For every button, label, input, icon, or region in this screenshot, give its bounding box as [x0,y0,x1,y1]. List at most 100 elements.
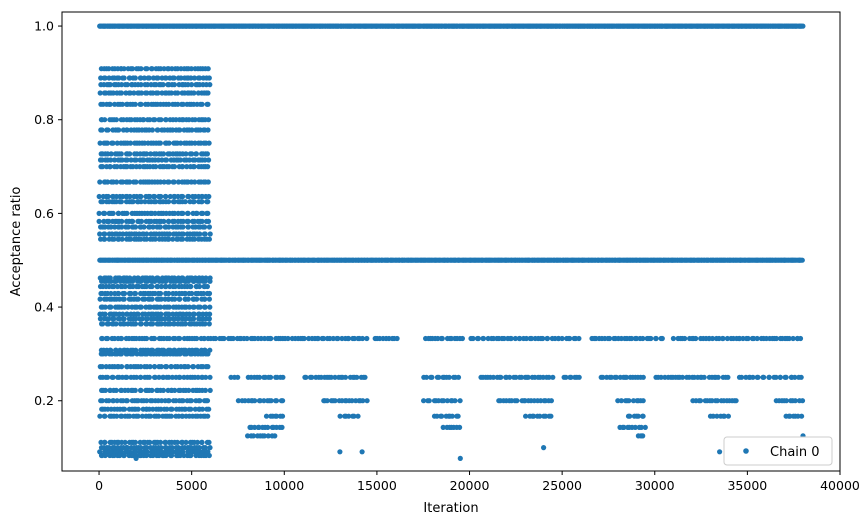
data-point [183,351,189,357]
x-tick-label: 20000 [450,478,490,493]
data-point [204,283,210,290]
data-point [128,290,134,297]
data-point [130,278,136,284]
data-point [206,321,212,327]
data-point [196,311,202,317]
data-point [206,224,212,230]
data-point [124,210,130,216]
data-point [168,90,174,96]
data-point [490,374,496,380]
data-point [186,387,192,393]
data-point [152,374,158,380]
data-point [163,445,169,451]
data-point [206,157,212,163]
data-point [114,140,120,146]
data-point [195,374,201,380]
data-point [158,283,164,290]
data-point [725,374,731,380]
data-point [203,374,209,380]
data-point [568,374,574,380]
data-point [230,335,236,342]
data-point [147,193,153,200]
data-point [153,199,159,205]
data-point [194,439,201,445]
data-point [124,445,130,451]
data-point [119,82,125,88]
data-point [600,374,606,380]
data-point [528,335,535,342]
data-point [189,151,195,157]
data-point [180,101,186,107]
data-point [118,151,124,157]
legend-label-chain-0: Chain 0 [770,445,820,460]
data-point [141,224,147,230]
data-point [135,406,141,412]
data-point [783,374,789,380]
data-point [364,335,370,342]
data-point [202,224,208,230]
data-point [640,374,646,380]
data-point [207,374,213,380]
data-point [160,387,166,393]
data-point [180,193,186,200]
data-point [133,374,140,380]
data-point [792,374,798,380]
data-point [640,413,646,419]
data-point [128,157,134,163]
data-point [110,374,116,380]
data-point [102,224,108,230]
data-point [797,335,804,342]
data-point [180,398,186,404]
data-point [144,445,150,451]
data-point [108,304,114,310]
data-point [733,398,739,404]
plot-area-frame [61,11,841,472]
data-point [202,387,208,393]
data-point [523,413,529,419]
data-point [166,179,172,185]
data-point [166,304,172,310]
data-point [180,164,186,170]
data-point [166,140,172,146]
data-point [455,413,461,419]
data-point [124,164,130,170]
data-point [268,335,274,342]
y-tick-label: 1.0 [34,19,54,34]
data-point [144,151,150,157]
data-point [182,290,189,297]
data-point [261,433,267,439]
data-point [144,316,150,322]
data-point [332,374,338,380]
data-point [108,224,114,230]
data-point [635,413,641,419]
data-point [194,335,200,342]
data-point [166,374,172,380]
data-point [513,374,519,380]
data-point [517,335,523,342]
data-point [750,374,756,380]
data-point [172,387,178,393]
data-point [257,398,263,404]
data-point [206,452,212,459]
data-point [205,164,211,170]
data-point [205,90,211,96]
data-point [155,75,161,81]
data-point [108,278,114,284]
data-point [192,140,198,146]
data-point [141,75,147,81]
data-point [659,335,665,342]
data-point [166,236,172,242]
data-point [119,157,125,163]
data-point [121,304,127,310]
data-point [143,283,149,290]
data-point [169,406,175,412]
data-point [152,236,158,242]
data-point [332,398,338,404]
data-point [773,335,780,342]
data-point [144,321,150,327]
data-point [111,316,117,322]
data-point [640,398,646,404]
data-point [191,164,197,170]
data-point [168,364,174,370]
data-point [359,449,365,455]
